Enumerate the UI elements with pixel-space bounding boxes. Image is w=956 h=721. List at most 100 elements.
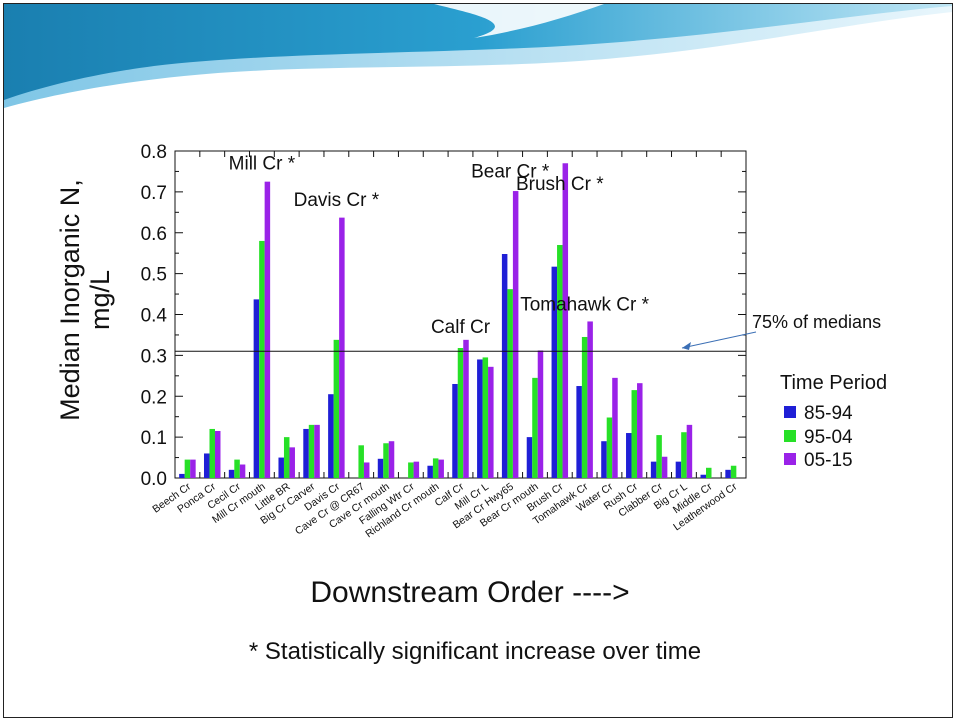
bar-05-15 — [587, 321, 593, 478]
bar-05-15 — [363, 462, 370, 478]
bar-85-94 — [278, 457, 284, 478]
bar-95-04 — [383, 443, 389, 478]
bar-95-04 — [631, 390, 638, 478]
reference-line-label: 75% of medians — [752, 312, 881, 332]
legend-swatch-95-04 — [784, 429, 796, 442]
annotation-label: Tomahawk Cr * — [520, 294, 649, 315]
reference-arrowhead — [682, 342, 691, 350]
bar-05-15 — [190, 459, 196, 478]
bar-95-04 — [333, 339, 340, 478]
banner-wave-front — [4, 4, 952, 100]
y-tick-label: 0.7 — [141, 183, 167, 204]
y-tick-label: 0.8 — [141, 142, 167, 163]
bar-85-94 — [626, 433, 632, 478]
bar-85-94 — [203, 453, 210, 478]
y-tick-label: 0.3 — [141, 346, 167, 367]
bar-85-94 — [650, 461, 657, 478]
bar-95-04 — [507, 289, 513, 478]
bar-85-94 — [601, 441, 607, 478]
bar-95-04 — [730, 465, 737, 478]
annotation-label: Mill Cr * — [229, 153, 296, 174]
bar-05-15 — [339, 217, 345, 478]
bar-05-15 — [537, 350, 544, 478]
y-axis-title-line1: Median Inorganic N, — [55, 179, 85, 421]
bar-85-94 — [253, 299, 260, 478]
bar-85-94 — [452, 383, 458, 478]
bar-85-94 — [551, 266, 558, 478]
legend-label-85-94: 85-94 — [804, 403, 853, 424]
y-axis-title: Median Inorganic N, mg/L — [55, 135, 130, 465]
bar-85-94 — [427, 465, 433, 478]
bar-95-04 — [581, 336, 588, 478]
bar-85-94 — [303, 428, 309, 478]
bar-05-15 — [239, 464, 246, 478]
bar-95-04 — [606, 417, 613, 478]
x-axis-title: Downstream Order ----> — [310, 576, 630, 609]
bar-05-15 — [463, 339, 469, 478]
y-tick-label: 0.1 — [141, 428, 167, 449]
bar-95-04 — [283, 437, 290, 478]
bar-95-04 — [358, 445, 364, 478]
decorative-banner — [4, 4, 952, 108]
bar-95-04 — [308, 424, 315, 478]
y-tick-label: 0.0 — [141, 469, 167, 490]
y-tick-label: 0.4 — [141, 306, 168, 327]
legend-label-05-15: 05-15 — [804, 450, 853, 471]
bar-95-04 — [482, 357, 489, 478]
bar-95-04 — [432, 458, 439, 478]
legend-item-05-15: 05-15 — [784, 451, 853, 471]
bar-05-15 — [661, 456, 668, 478]
bar-95-04 — [706, 467, 712, 478]
bar-05-15 — [413, 461, 420, 478]
reference-arrow — [681, 331, 757, 349]
legend-item-85-94: 85-94 — [784, 404, 853, 424]
bar-05-15 — [488, 366, 494, 478]
legend-title: Time Period — [780, 372, 888, 394]
legend-swatch-05-15 — [784, 452, 796, 465]
bar-85-94 — [725, 469, 731, 478]
bar-05-15 — [314, 424, 320, 478]
legend-item-95-04: 95-04 — [784, 428, 853, 448]
bar-95-04 — [457, 348, 464, 478]
y-tick-label: 0.2 — [141, 387, 167, 408]
bar-95-04 — [234, 459, 240, 478]
bar-85-94 — [675, 461, 682, 478]
bar-85-94 — [228, 469, 235, 478]
bar-05-15 — [612, 377, 618, 478]
bar-05-15 — [637, 383, 643, 478]
bar-05-15 — [388, 441, 395, 478]
bar-05-15 — [512, 191, 519, 478]
footnote: * Statistically significant increase ove… — [248, 638, 702, 665]
bar-95-04 — [408, 462, 414, 478]
annotation-label: Bear Cr * — [471, 162, 550, 183]
bar-05-15 — [686, 424, 693, 478]
bar-05-15 — [264, 181, 271, 478]
legend-label-95-04: 95-04 — [804, 427, 853, 448]
annotation-label: Calf Cr — [431, 317, 491, 338]
bar-95-04 — [656, 435, 662, 478]
bar-05-15 — [214, 430, 221, 478]
bar-85-94 — [179, 473, 185, 478]
bar-85-94 — [501, 254, 508, 478]
bar-85-94 — [576, 386, 582, 478]
bar-85-94 — [377, 458, 384, 478]
y-axis-title-line2: mg/L — [85, 269, 115, 331]
bar-95-04 — [557, 245, 563, 478]
bar-95-04 — [681, 432, 687, 478]
bar-95-04 — [532, 377, 538, 478]
annotation-label: Davis Cr * — [294, 190, 380, 211]
slide-frame — [3, 3, 953, 718]
bar-95-04 — [184, 459, 191, 478]
banner-white-swoosh — [434, 4, 604, 38]
bar-85-94 — [328, 394, 334, 478]
bar-85-94 — [526, 437, 533, 478]
bar-85-94 — [700, 474, 707, 478]
annotation-label: Brush Cr * — [516, 174, 604, 195]
y-tick-label: 0.5 — [141, 265, 167, 286]
bar-05-15 — [289, 447, 295, 478]
bar-95-04 — [209, 428, 215, 478]
legend-swatch-85-94 — [784, 405, 796, 418]
bar-05-15 — [562, 163, 569, 478]
bar-05-15 — [438, 459, 444, 478]
